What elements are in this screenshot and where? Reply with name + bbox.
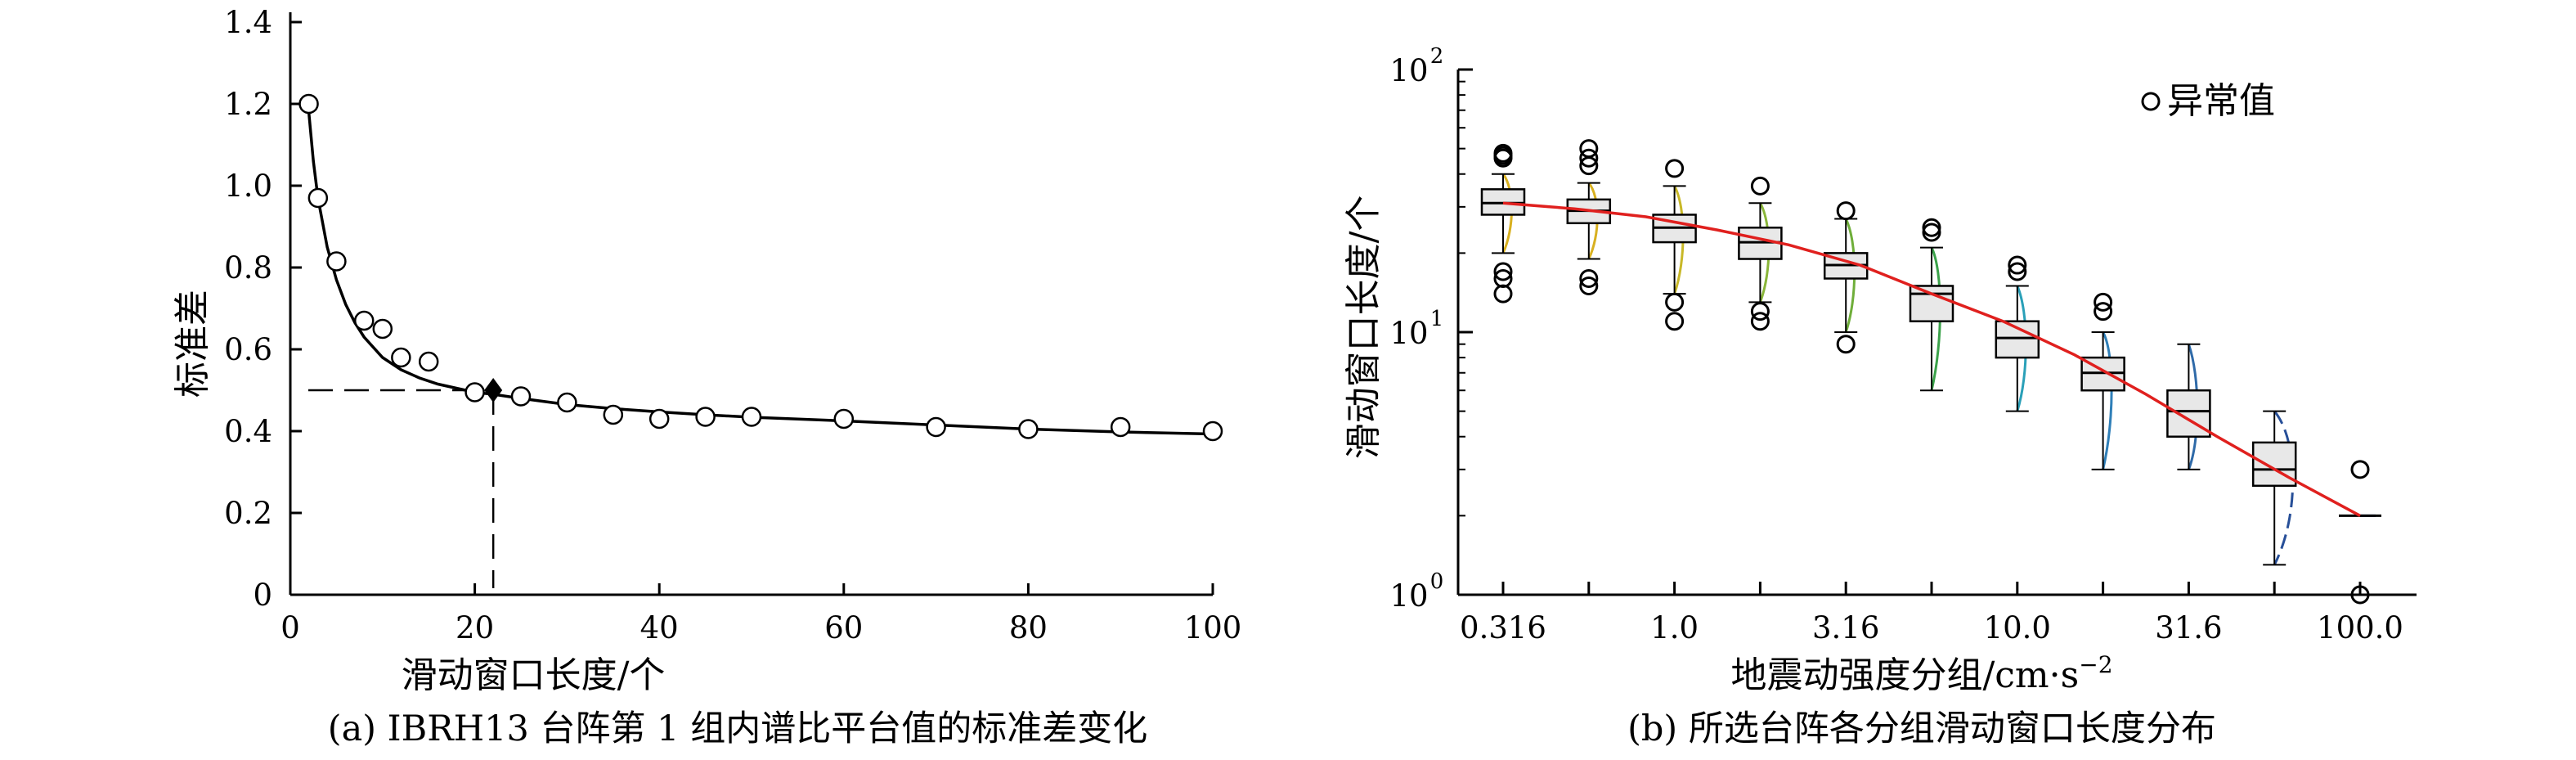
outlier-point: [1750, 302, 1770, 322]
y-tick-label-b: 10: [1389, 578, 1428, 614]
outlier-point: [1493, 284, 1513, 304]
outlier-point: [1665, 292, 1685, 312]
data-point: [418, 351, 439, 372]
outlier-point: [2350, 460, 2370, 479]
y-tick-label-a: 0.8: [224, 250, 272, 286]
marked-point-diamond: [484, 378, 503, 402]
data-point: [741, 407, 762, 427]
x-tick-label-a: 20: [456, 610, 494, 645]
data-point: [372, 318, 393, 340]
caption-a: (a) IBRH13 台阵第 1 组内谱比平台值的标准差变化: [328, 708, 1147, 749]
outlier-point: [1493, 262, 1513, 281]
y-tick-exponent-b: 2: [1430, 44, 1444, 69]
outlier-point: [2094, 302, 2113, 322]
outlier-point: [1579, 139, 1599, 159]
legend-outlier-marker: [2141, 92, 2161, 111]
box: [1909, 285, 1954, 322]
x-tick-label-a: 100: [1184, 610, 1242, 645]
y-tick-label-b: 10: [1389, 316, 1428, 351]
outlier-point: [1750, 176, 1770, 196]
x-tick-label-b: 0.316: [1460, 610, 1546, 645]
x-tick-label-a: 60: [824, 610, 863, 645]
x-tick-label-a: 40: [640, 610, 679, 645]
data-point: [326, 251, 347, 272]
x-tick-label-b: 100.0: [2317, 610, 2403, 645]
outlier-point: [1665, 312, 1685, 331]
data-point: [695, 407, 716, 427]
outlier-point: [1579, 268, 1599, 288]
data-point: [603, 404, 624, 425]
outlier-point: [1579, 148, 1599, 168]
x-axis-label-b: 地震动强度分组/cm·s−2: [1730, 651, 2112, 696]
outlier-point: [1750, 312, 1770, 331]
data-point: [298, 93, 319, 115]
x-axis-label-b-text: 地震动强度分组/cm·s: [1730, 654, 2079, 696]
outlier-point: [2008, 255, 2027, 275]
outlier-point: [2008, 262, 2027, 281]
y-tick-exponent-b: 0: [1430, 569, 1444, 594]
x-axis-label-a: 滑动窗口长度/个: [402, 654, 666, 696]
y-tick-label-a: 1.4: [224, 5, 272, 40]
y-tick-label-a: 0.4: [224, 414, 272, 449]
fit-curve-a: [307, 111, 1214, 436]
y-tick-label-a: 0.6: [224, 332, 272, 367]
outlier-point: [1493, 143, 1513, 163]
outlier-point: [1836, 335, 1856, 354]
data-point: [557, 392, 577, 413]
outlier-point: [1579, 276, 1599, 295]
outlier-point: [2350, 585, 2370, 605]
x-tick-label-b: 3.16: [1812, 610, 1879, 645]
density-curve: [2102, 331, 2113, 470]
y-tick-exponent-b: 1: [1430, 307, 1444, 331]
x-axis-label-b-exponent: −2: [2079, 651, 2112, 678]
outlier-point: [1579, 156, 1599, 176]
data-point: [353, 310, 375, 331]
outlier-point: [1836, 201, 1856, 221]
legend-outlier-label: 异常值: [2167, 80, 2275, 122]
data-point: [648, 408, 670, 429]
fit-curve-b: [1502, 201, 2361, 517]
data-point: [833, 408, 855, 429]
density-curve: [2273, 410, 2295, 566]
data-point: [464, 382, 485, 402]
y-tick-label-a: 1.2: [224, 87, 272, 122]
outlier-point: [2094, 292, 2113, 312]
y-tick-label-a: 0: [253, 578, 272, 613]
data-point: [510, 386, 532, 407]
chart-a: 0 20 40 60 80 100 0 0.2 0.4 0.6 0.8 1.0 1.2 1.4: [224, 5, 1241, 645]
y-axis-label-a: 标准差: [172, 290, 213, 398]
data-point: [1110, 416, 1131, 438]
outlier-point: [1665, 159, 1685, 178]
x-tick-label-a: 0: [280, 610, 300, 645]
data-point: [391, 347, 411, 368]
data-point: [1018, 419, 1039, 439]
outlier-point: [1922, 218, 1941, 237]
data-point: [307, 187, 329, 209]
data-point: [1202, 420, 1223, 442]
y-tick-label-a: 1.0: [224, 169, 272, 204]
x-tick-label-a: 80: [1009, 610, 1048, 645]
y-tick-label-b: 10: [1389, 53, 1428, 88]
outlier-point: [1493, 148, 1513, 168]
x-tick-label-b: 31.6: [2155, 610, 2222, 645]
x-tick-label-b: 1.0: [1650, 610, 1699, 645]
x-tick-label-b: 10.0: [1984, 610, 2051, 645]
y-axis-label-b: 滑动窗口长度/个: [1343, 196, 1384, 460]
y-tick-label-a: 0.2: [224, 496, 272, 531]
data-point: [926, 416, 946, 438]
caption-b: (b) 所选台阵各分组滑动窗口长度分布: [1627, 708, 2216, 749]
outlier-point: [1922, 223, 1941, 242]
